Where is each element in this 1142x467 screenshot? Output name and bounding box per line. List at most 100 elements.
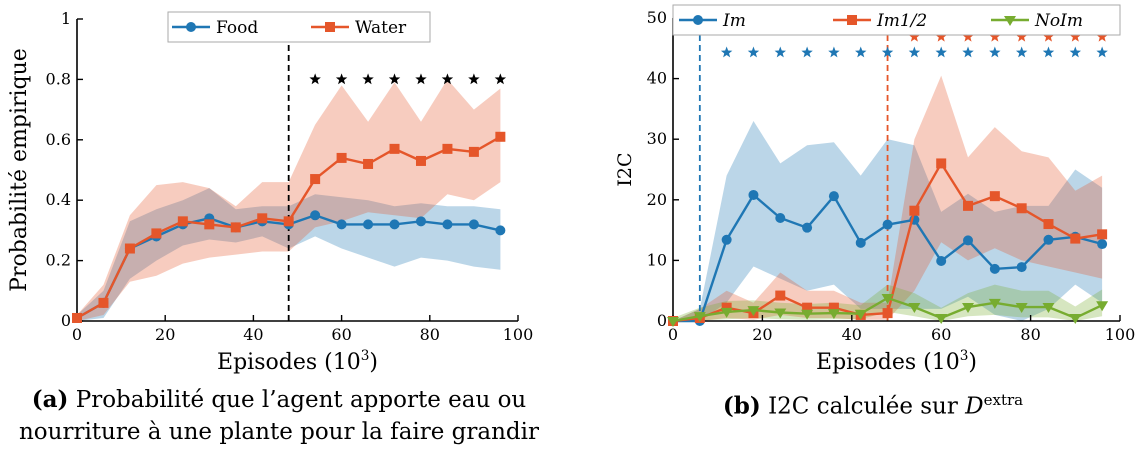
significance-star xyxy=(1069,46,1082,58)
data-point xyxy=(1042,303,1055,314)
y-tick-label: 20 xyxy=(647,190,667,209)
legend-label: Im xyxy=(722,11,746,31)
data-point xyxy=(389,143,400,154)
y-tick-label: 40 xyxy=(647,69,667,88)
data-point xyxy=(415,155,426,166)
significance-star xyxy=(908,46,921,58)
legend-marker xyxy=(325,22,335,32)
significance-star xyxy=(1042,30,1055,42)
data-point xyxy=(124,243,135,254)
data-point xyxy=(989,191,1000,202)
y-tick-label: 1 xyxy=(61,9,71,28)
significance-star xyxy=(720,46,733,58)
data-point xyxy=(720,307,733,318)
data-point xyxy=(747,306,760,317)
significance-star xyxy=(335,73,348,85)
significance-star xyxy=(801,46,813,58)
data-point xyxy=(801,309,814,320)
data-point xyxy=(257,213,268,224)
y-axis-label: Probabilité empirique xyxy=(7,48,32,292)
significance-star xyxy=(309,73,321,85)
chart-a: 0 20 40 60 80 100 0 0.2 0.4 0.6 0.8 1 Episodes (103)… xyxy=(7,9,533,375)
data-point xyxy=(909,205,920,216)
significance-star xyxy=(1096,30,1108,42)
data-point xyxy=(962,303,975,314)
caption-a: (a) Probabilité que l’agent apporte eau … xyxy=(0,384,558,448)
data-point xyxy=(667,317,679,327)
data-point xyxy=(283,216,294,227)
data-point xyxy=(363,219,374,230)
data-point xyxy=(802,222,813,233)
caption-b-dataset: D xyxy=(965,393,984,420)
data-point xyxy=(988,298,1001,309)
significance-star xyxy=(962,46,974,58)
significance-star xyxy=(415,73,427,85)
caption-b-label: (b) xyxy=(722,392,761,420)
x-tick-label: 0 xyxy=(668,325,678,344)
caption-a-text-1: Probabilité que l’agent apporte eau ou xyxy=(75,387,527,413)
caption-b-text: calculée sur xyxy=(816,393,958,420)
x-axis-label: Episodes (103) xyxy=(217,348,378,375)
significance-star xyxy=(362,73,374,85)
data-point xyxy=(775,212,786,223)
significance-star xyxy=(1096,46,1108,58)
data-point xyxy=(389,219,400,230)
data-point xyxy=(1043,234,1054,245)
x-tick-label: 80 xyxy=(1020,325,1040,344)
x-tick-label: 80 xyxy=(420,325,440,344)
data-point xyxy=(1043,219,1054,230)
significance-star xyxy=(441,73,454,85)
significance-star xyxy=(855,46,867,58)
x-tick-label: 60 xyxy=(331,325,351,344)
caption-a-label: (a) xyxy=(31,386,69,413)
y-tick-label: 0.8 xyxy=(46,69,71,88)
data-point xyxy=(204,219,215,230)
significance-star xyxy=(468,73,480,85)
significance-star xyxy=(1015,46,1028,58)
legend-marker xyxy=(1004,16,1016,26)
data-point xyxy=(1097,239,1108,250)
confidence-band-1 xyxy=(673,75,1103,321)
data-point xyxy=(1070,233,1081,244)
y-tick-label: 0 xyxy=(61,311,71,330)
legend: Im Im1/2 NoIm xyxy=(672,4,1121,36)
data-point xyxy=(721,302,732,313)
data-point xyxy=(336,219,347,230)
data-point xyxy=(310,174,321,185)
data-point xyxy=(468,219,479,230)
data-point xyxy=(936,256,947,267)
y-tick-label: 0 xyxy=(657,311,667,330)
x-tick-label: 40 xyxy=(842,325,862,344)
data-point xyxy=(936,158,947,169)
x-axis-label: Episodes (103) xyxy=(816,348,977,375)
legend-label: Water xyxy=(355,18,407,38)
x-tick-label: 0 xyxy=(72,325,82,344)
data-point xyxy=(854,309,867,320)
significance-star xyxy=(774,46,786,58)
data-point xyxy=(827,309,840,320)
data-point xyxy=(1097,229,1108,240)
y-tick-label: 0.4 xyxy=(46,190,71,209)
x-tick-label: 100 xyxy=(1105,325,1136,344)
legend-label: Food xyxy=(216,18,258,38)
legend-marker xyxy=(693,15,703,25)
significance-star xyxy=(1069,30,1082,42)
data-point xyxy=(989,263,1000,274)
data-point xyxy=(442,143,453,154)
y-tick-label: 50 xyxy=(647,8,667,27)
data-point xyxy=(1069,313,1082,324)
y-tick-label: 0.6 xyxy=(46,130,71,149)
data-point xyxy=(98,297,109,308)
data-point xyxy=(495,225,506,236)
x-tick-label: 100 xyxy=(503,325,534,344)
data-point xyxy=(828,302,839,313)
data-point xyxy=(855,237,866,248)
data-point xyxy=(828,191,839,202)
data-point xyxy=(495,131,506,142)
significance-star xyxy=(388,73,401,85)
caption-b-sup: extra xyxy=(983,391,1024,409)
data-point xyxy=(442,219,453,230)
data-point xyxy=(882,308,893,319)
caption-a-text-2: nourriture à une plante pour la faire gr… xyxy=(18,419,539,445)
x-tick-label: 40 xyxy=(243,325,263,344)
